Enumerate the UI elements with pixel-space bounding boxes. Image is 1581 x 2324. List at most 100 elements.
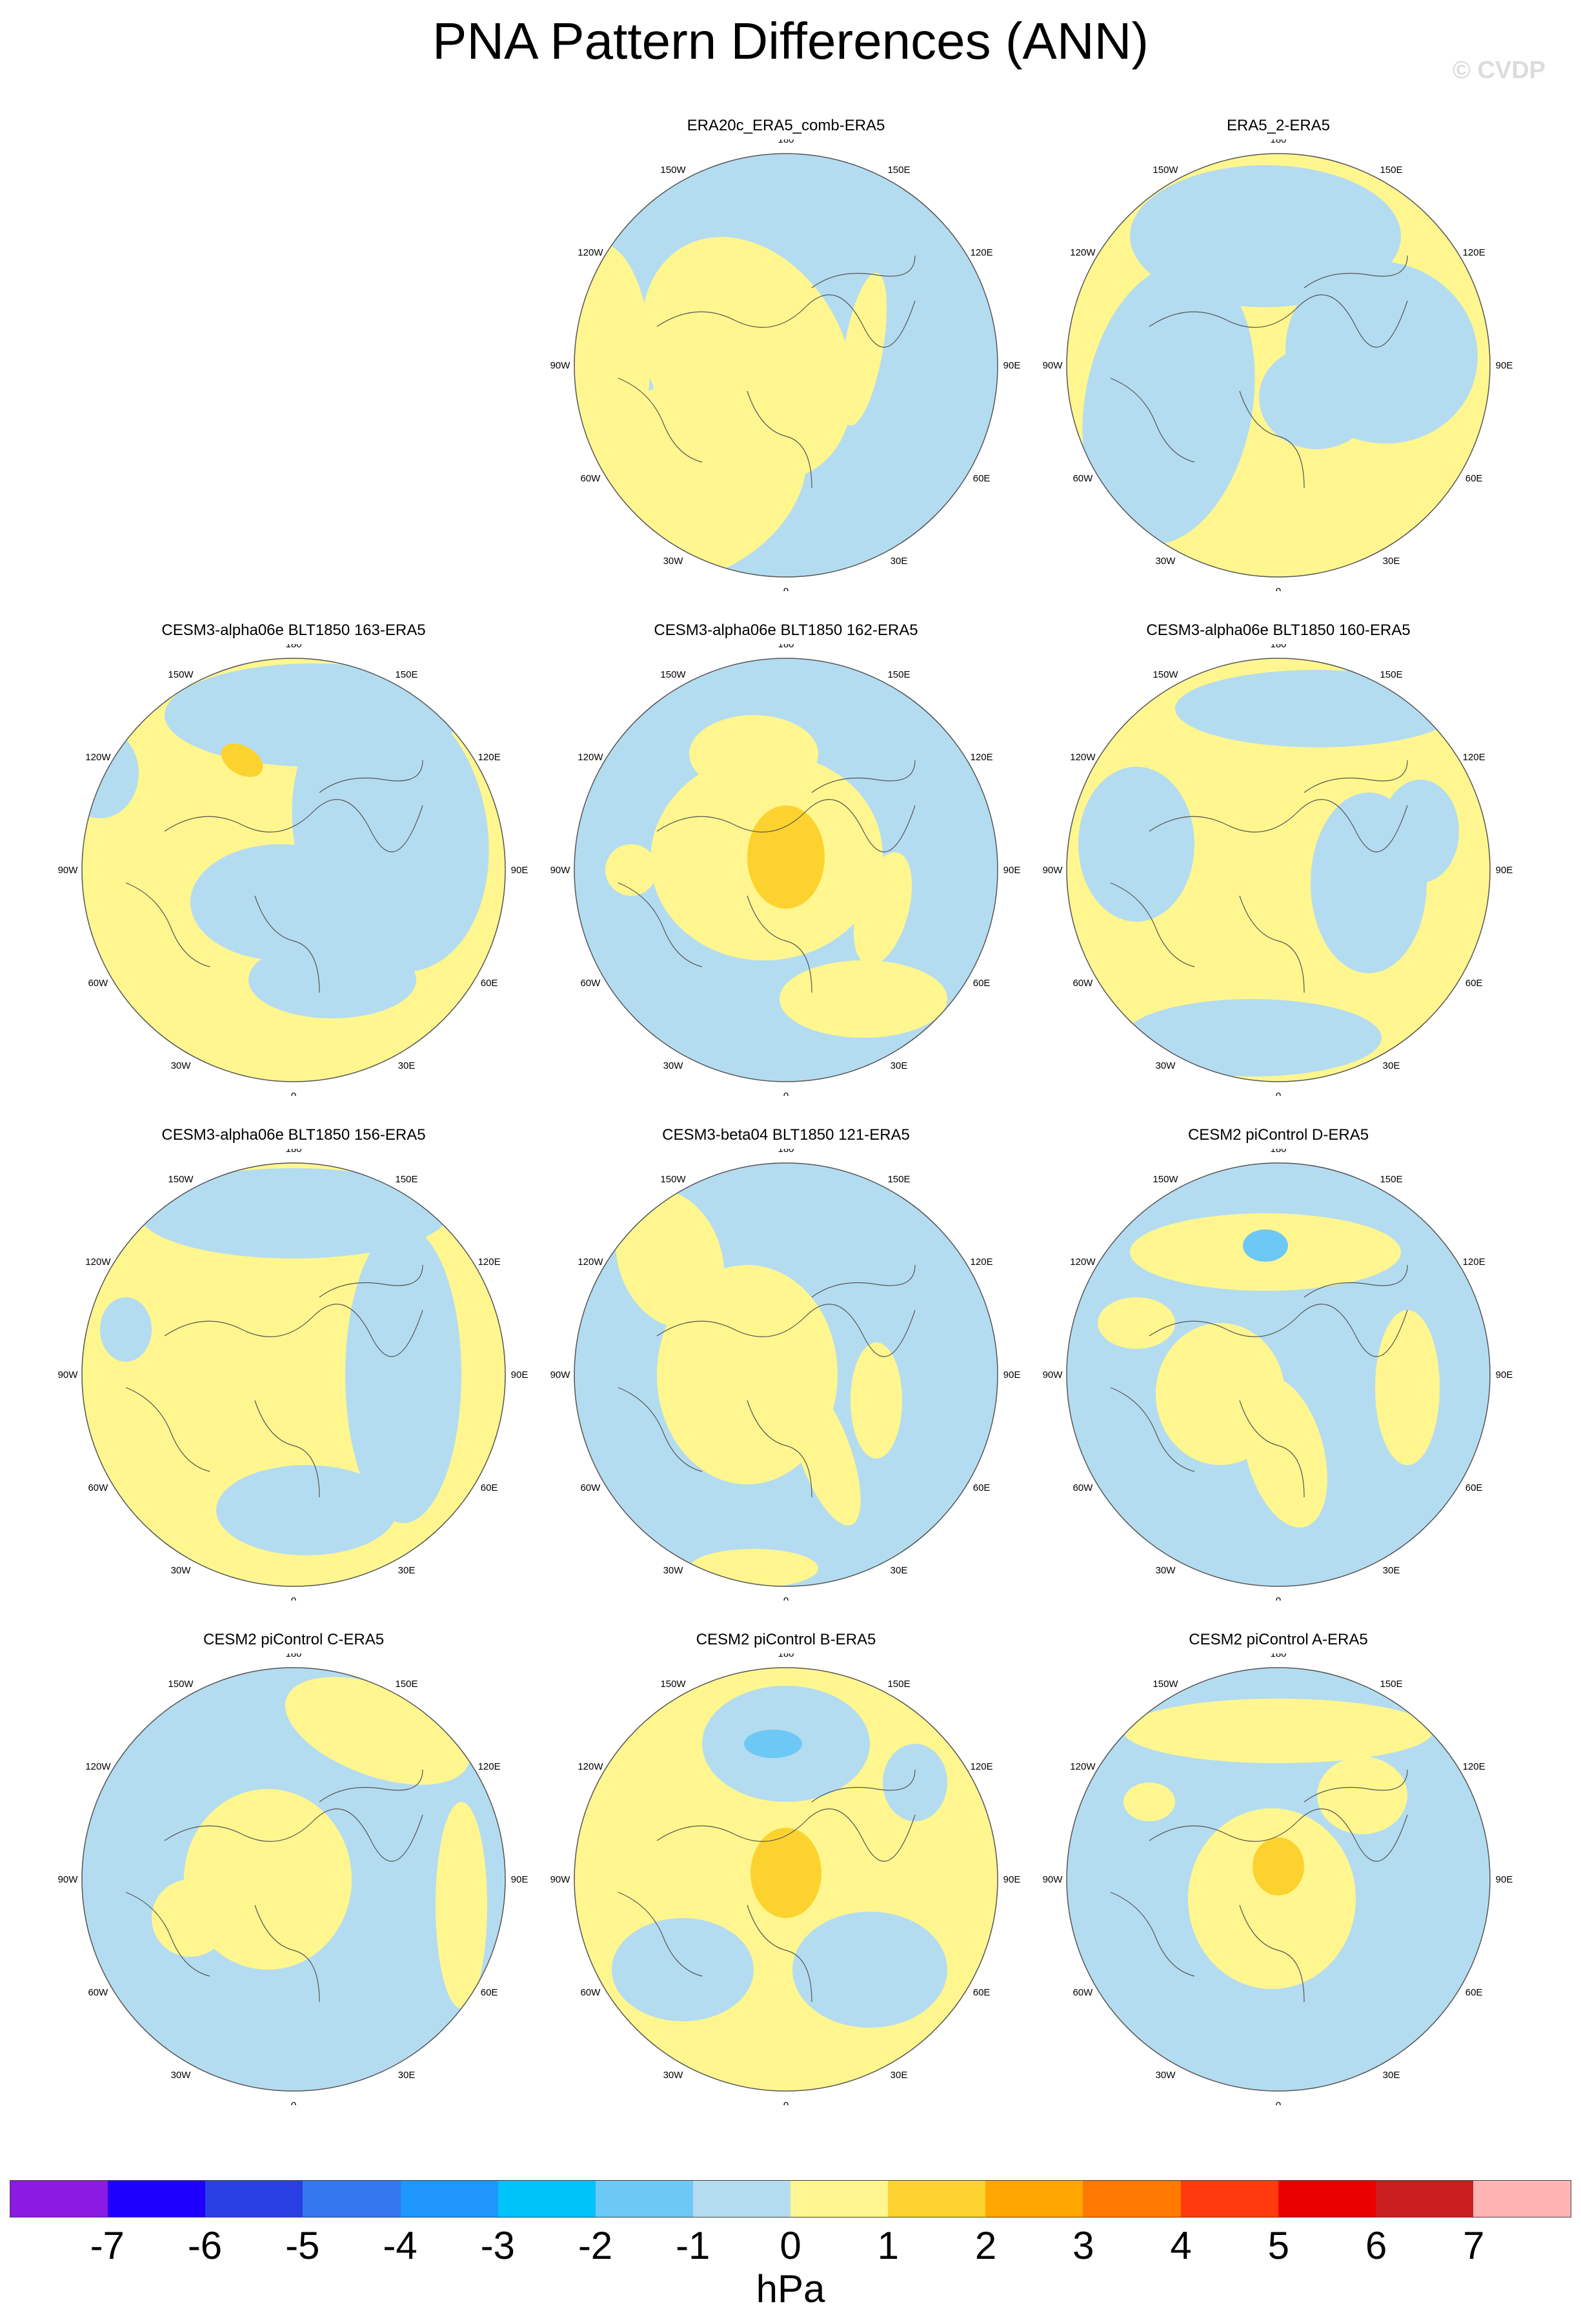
longitude-label: 30E	[891, 556, 908, 567]
longitude-label: 30W	[171, 1060, 192, 1071]
longitude-label: 120W	[1070, 1257, 1096, 1268]
longitude-label: 150E	[1380, 1174, 1402, 1185]
contour-region	[1078, 767, 1194, 922]
colorbar-tick-label: -5	[285, 2224, 320, 2267]
panel-title: CESM3-alpha06e BLT1850 160-ERA5	[1146, 621, 1411, 639]
longitude-label: 120E	[478, 752, 501, 763]
contour-region	[248, 941, 416, 1018]
polar-map: 180 150E 120E 90E 60E 30E 0 30W 60W 90W 120W 150W	[1043, 1653, 1513, 2105]
longitude-label: 60W	[88, 978, 108, 989]
longitude-label: 60E	[973, 473, 991, 484]
map-border	[81, 1162, 506, 1587]
longitude-label: 60E	[1465, 1987, 1483, 1998]
longitude-label: 150E	[887, 1679, 910, 1690]
watermark: © CVDP	[1452, 57, 1546, 84]
longitude-label: 60W	[580, 978, 601, 989]
longitude-label: 90E	[1496, 1874, 1513, 1885]
contour-region	[1317, 1757, 1407, 1834]
map-border	[1066, 658, 1491, 1082]
contour-region	[1243, 1229, 1288, 1262]
longitude-label: 0	[291, 2100, 296, 2105]
panel-title: CESM3-alpha06e BLT1850 162-ERA5	[654, 621, 918, 639]
longitude-label: 30E	[1383, 556, 1400, 567]
longitude-label: 180	[285, 644, 301, 650]
polar-map: 180 150E 120E 90E 60E 30E 0 30W 60W 90W 120W 150W	[1043, 644, 1513, 1096]
colorbar-cell	[888, 2181, 986, 2217]
map-panel: CESM2 piControl C-ERA5 180 150E 120E 90E 60E 3…	[48, 1630, 539, 2105]
longitude-label: 60W	[580, 1482, 601, 1493]
longitude-label: 150W	[660, 1174, 686, 1185]
longitude-label: 30E	[1383, 1060, 1400, 1071]
longitude-label: 120E	[971, 247, 993, 258]
contour-region	[1123, 999, 1382, 1076]
contour-region	[1382, 780, 1459, 883]
longitude-label: 120W	[1070, 247, 1096, 258]
contour-region	[840, 272, 887, 426]
longitude-label: 60W	[1072, 1482, 1093, 1493]
coastline	[125, 760, 423, 993]
longitude-label: 30W	[1156, 2070, 1176, 2081]
longitude-label: 150W	[1153, 669, 1178, 680]
longitude-label: 120W	[85, 1257, 111, 1268]
longitude-label: 90W	[58, 865, 79, 876]
longitude-label: 60E	[973, 978, 991, 989]
panel-title: CESM3-alpha06e BLT1850 163-ERA5	[161, 621, 426, 639]
longitude-label: 150E	[395, 1174, 418, 1185]
contour-region	[574, 243, 650, 475]
polar-map: 180 150E 120E 90E 60E 30E 0 30W 60W 90W 120W 150W	[550, 139, 1021, 591]
longitude-label: 150E	[1380, 165, 1402, 176]
figure-title: PNA Pattern Differences (ANN)	[432, 12, 1149, 70]
contour-region	[165, 663, 461, 767]
coastline	[125, 1769, 423, 2003]
contour-region	[190, 844, 371, 960]
contour-region	[750, 1828, 821, 1918]
contour-region	[1175, 670, 1459, 747]
map-border	[1066, 1162, 1491, 1587]
colorbar-cell	[10, 2181, 108, 2217]
contour-region	[744, 1730, 802, 1758]
longitude-label: 90E	[1496, 360, 1513, 371]
contour-region	[1082, 263, 1255, 545]
longitude-label: 30W	[1156, 1060, 1176, 1071]
coastline	[618, 1264, 916, 1498]
longitude-label: 120E	[1463, 247, 1485, 258]
contour-region	[345, 1226, 461, 1523]
contour-region	[1253, 1837, 1304, 1895]
longitude-label: 90W	[550, 1369, 571, 1380]
longitude-label: 150E	[395, 1679, 418, 1690]
longitude-label: 180	[1270, 1653, 1286, 1659]
longitude-label: 60E	[481, 1987, 498, 1998]
contour-region	[216, 1465, 397, 1555]
colorbar-units: hPa	[756, 2267, 825, 2310]
contour-region	[883, 1744, 947, 1821]
contour-region	[152, 1879, 229, 1957]
map-border	[574, 658, 998, 1082]
longitude-label: 90W	[58, 1874, 79, 1885]
longitude-label: 90E	[1496, 1369, 1513, 1380]
coastline	[1110, 1769, 1408, 2003]
longitude-label: 90W	[550, 1874, 571, 1885]
contour-region	[1123, 1783, 1175, 1821]
colorbar-cell	[205, 2181, 303, 2217]
longitude-label: 180	[778, 1653, 794, 1659]
longitude-label: 0	[783, 1091, 789, 1096]
longitude-label: 60E	[481, 1482, 498, 1493]
longitude-label: 150W	[1153, 1679, 1178, 1690]
longitude-label: 180	[778, 644, 794, 650]
map-panel: CESM3-alpha06e BLT1850 162-ERA5 180 150E 12…	[541, 621, 1031, 1096]
longitude-label: 0	[1276, 2100, 1281, 2105]
colorbar-cell	[400, 2181, 498, 2217]
longitude-label: 90E	[1003, 1369, 1021, 1380]
longitude-label: 30W	[663, 556, 684, 567]
map-border	[81, 1667, 506, 2092]
colorbar-cell	[1180, 2181, 1278, 2217]
longitude-label: 30E	[891, 1565, 908, 1576]
contour-region	[612, 1918, 754, 2021]
contour-region	[1375, 1310, 1440, 1465]
contour-region	[789, 1379, 861, 1526]
colorbar-tick-label: -4	[383, 2224, 418, 2267]
longitude-label: 60W	[1072, 978, 1093, 989]
contour-region	[780, 960, 947, 1038]
longitude-label: 150W	[1153, 165, 1178, 176]
map-panel: CESM3-alpha06e BLT1850 163-ERA5 180 150E 12…	[48, 621, 539, 1096]
